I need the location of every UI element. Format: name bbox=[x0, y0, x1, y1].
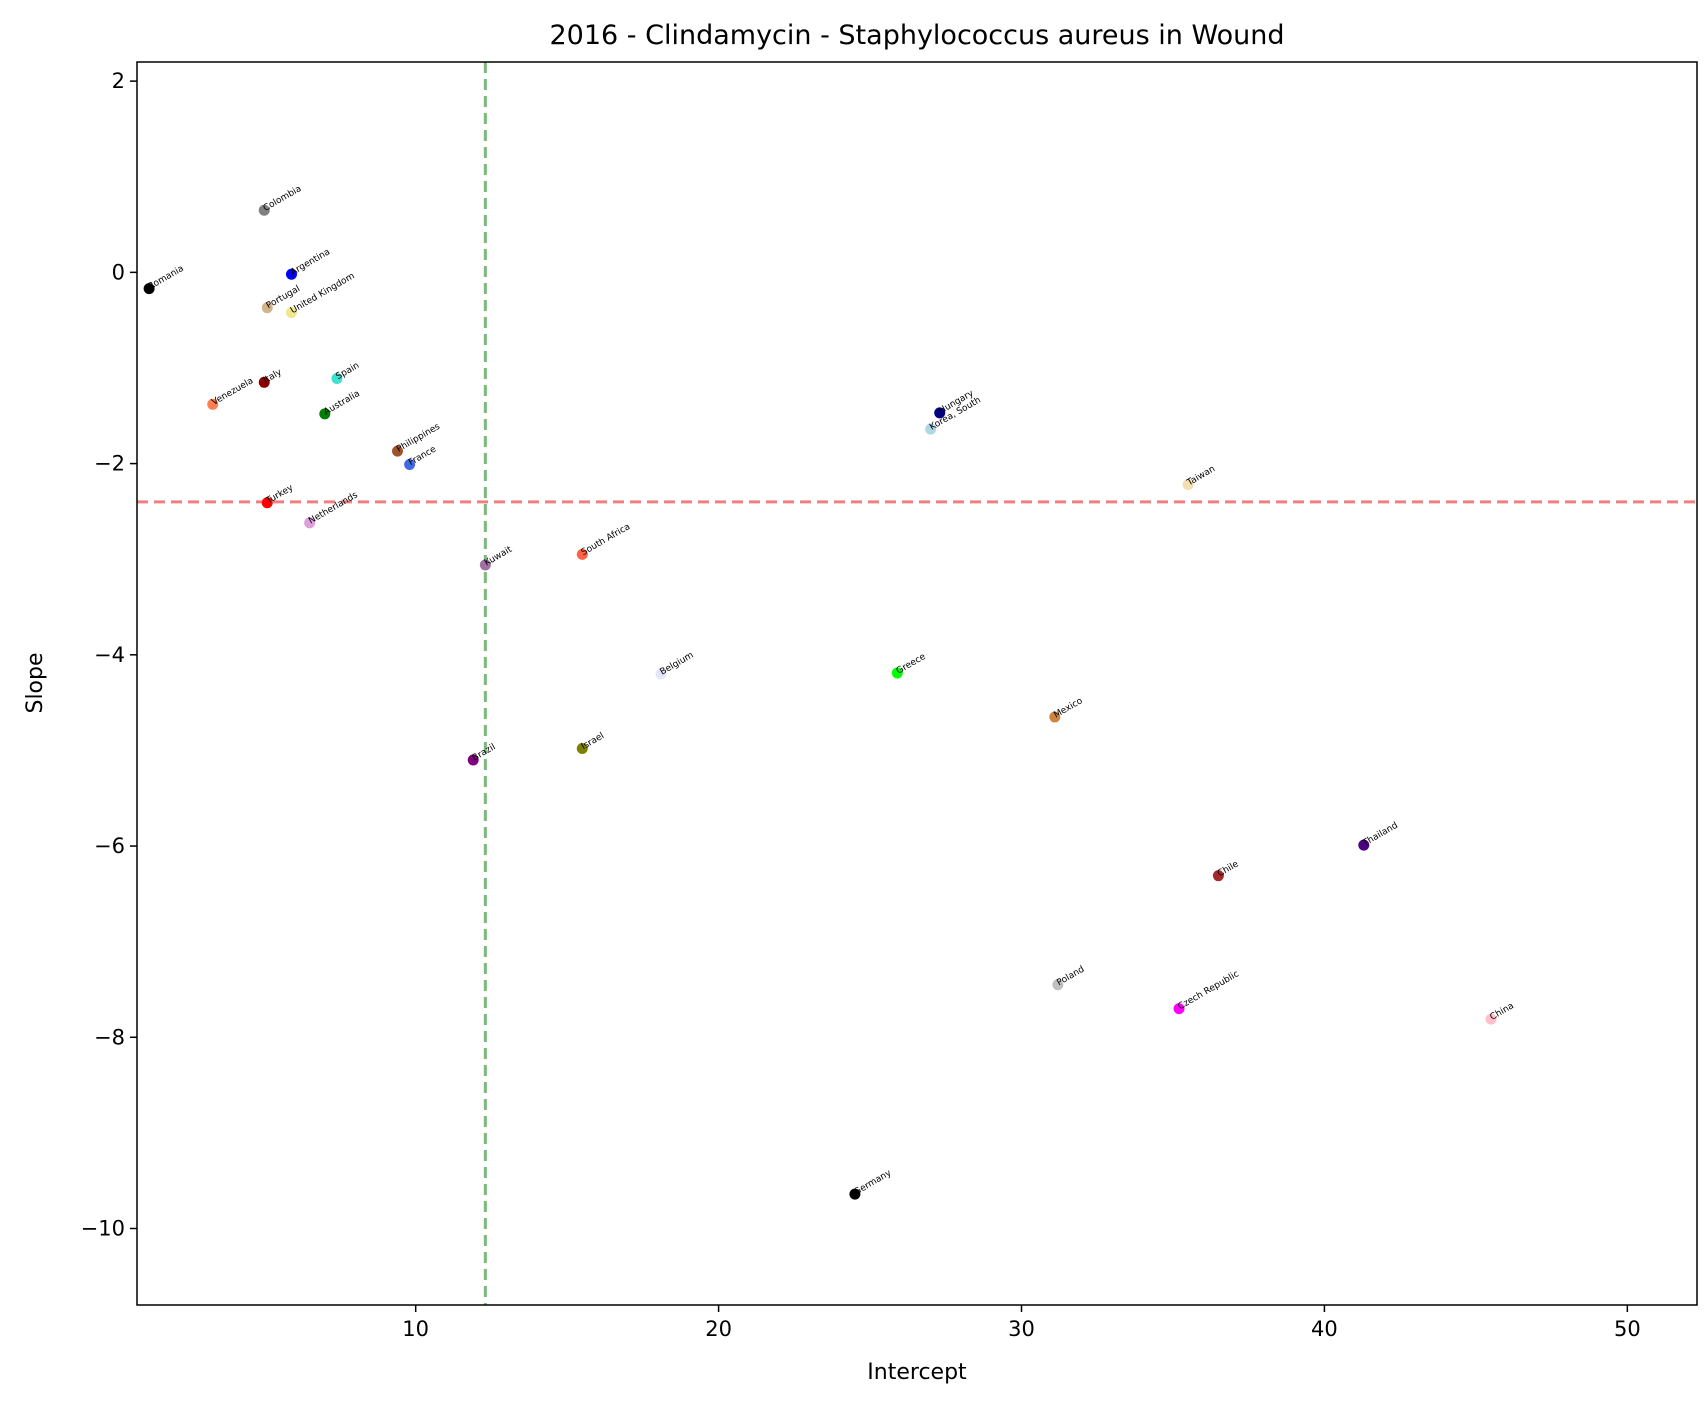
data-point bbox=[467, 754, 479, 766]
point-label: Spain bbox=[334, 361, 361, 382]
point-label: Italy bbox=[262, 367, 284, 386]
point-label: Romania bbox=[147, 264, 186, 292]
point-label: Belgium bbox=[659, 650, 696, 677]
data-point bbox=[258, 204, 270, 216]
point-label: Greece bbox=[895, 652, 928, 677]
data-point bbox=[1212, 870, 1224, 882]
point-label: Kuwait bbox=[483, 545, 514, 569]
data-point bbox=[655, 668, 667, 680]
data-point bbox=[479, 559, 491, 571]
data-point bbox=[404, 459, 416, 471]
y-tick-label: 2 bbox=[112, 69, 125, 93]
data-point bbox=[285, 268, 297, 280]
y-tick-label: −8 bbox=[94, 1025, 125, 1049]
point-label: Venezuela bbox=[210, 376, 255, 408]
data-point bbox=[261, 497, 273, 509]
x-tick-label: 40 bbox=[1311, 1317, 1338, 1341]
data-point bbox=[207, 398, 219, 410]
x-axis-label: Intercept bbox=[867, 1360, 967, 1385]
point-label: Germany bbox=[852, 1168, 893, 1198]
point-label: Chile bbox=[1216, 859, 1241, 879]
data-point bbox=[1173, 1003, 1185, 1015]
chart-title: 2016 - Clindamycin - Staphylococcus aure… bbox=[550, 20, 1285, 51]
y-axis-label: Slope bbox=[23, 652, 48, 713]
point-label: China bbox=[1489, 1001, 1516, 1023]
point-label: Netherlands bbox=[307, 490, 360, 526]
plot-frame bbox=[136, 61, 1698, 1306]
data-point bbox=[576, 548, 588, 560]
x-tick-label: 50 bbox=[1614, 1317, 1641, 1341]
point-label: Colombia bbox=[262, 184, 304, 214]
data-point bbox=[925, 423, 937, 435]
data-point bbox=[304, 517, 316, 529]
point-label: Australia bbox=[322, 389, 361, 418]
data-point bbox=[261, 302, 273, 314]
data-point bbox=[392, 445, 404, 457]
data-point bbox=[1182, 479, 1194, 491]
x-tick-label: 30 bbox=[1008, 1317, 1035, 1341]
data-point bbox=[576, 743, 588, 755]
y-tick-label: −2 bbox=[94, 452, 125, 476]
point-label: Thailand bbox=[1360, 821, 1399, 849]
data-point bbox=[891, 667, 903, 679]
data-point bbox=[1052, 979, 1064, 991]
point-label: Taiwan bbox=[1185, 464, 1217, 488]
point-label: Czech Republic bbox=[1177, 969, 1241, 1012]
y-tick-label: 0 bbox=[112, 260, 125, 284]
data-point bbox=[319, 408, 331, 420]
data-point bbox=[1485, 1013, 1497, 1025]
y-tick-label: −4 bbox=[94, 643, 125, 667]
point-label: South Africa bbox=[580, 522, 632, 558]
y-tick-label: −10 bbox=[81, 1217, 125, 1241]
data-point bbox=[1049, 711, 1061, 723]
point-label: Mexico bbox=[1052, 696, 1085, 721]
data-point bbox=[143, 283, 155, 295]
data-point bbox=[849, 1188, 861, 1200]
data-point bbox=[1358, 839, 1370, 851]
point-label: Argentina bbox=[289, 247, 332, 278]
point-label: Poland bbox=[1055, 965, 1086, 989]
point-label: Israel bbox=[580, 731, 606, 752]
x-tick-label: 10 bbox=[402, 1317, 429, 1341]
data-point bbox=[285, 307, 297, 319]
data-point bbox=[331, 372, 343, 384]
x-tick-label: 20 bbox=[705, 1317, 732, 1341]
data-point bbox=[934, 407, 946, 419]
y-tick-label: −6 bbox=[94, 834, 125, 858]
data-point bbox=[258, 376, 270, 388]
